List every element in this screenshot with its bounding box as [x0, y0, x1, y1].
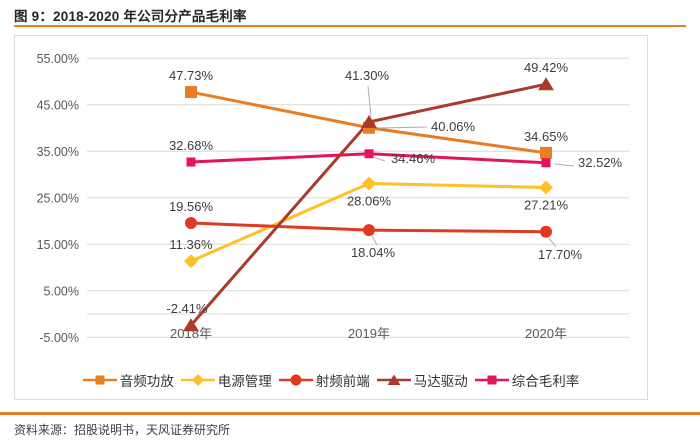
legend-item-电源管理: 电源管理 — [180, 370, 272, 390]
series-marker-射频前端 — [185, 217, 197, 230]
legend-label: 电源管理 — [217, 374, 272, 389]
legend-marker-icon — [82, 375, 117, 385]
series-marker-综合毛利率 — [541, 158, 551, 168]
data-label-马达驱动: -2.41% — [166, 301, 208, 316]
label-leader-line — [554, 163, 575, 167]
y-axis-tick-label: 35.00% — [37, 145, 79, 159]
legend-item-音频功放: 音频功放 — [82, 370, 174, 390]
legend-marker-icon — [278, 374, 313, 386]
data-label-综合毛利率: 32.52% — [578, 155, 623, 170]
series-marker-马达驱动 — [361, 114, 377, 128]
footer-accent-rule — [0, 412, 700, 415]
label-leader-line — [548, 237, 557, 248]
legend-marker-icon — [474, 375, 509, 385]
series-marker-射频前端 — [363, 224, 375, 237]
legend-label: 马达驱动 — [413, 374, 468, 389]
series-marker-马达驱动 — [538, 77, 554, 91]
x-axis-tick-label: 2020年 — [525, 326, 567, 341]
series-marker-音频功放 — [540, 146, 552, 159]
legend-item-马达驱动: 马达驱动 — [376, 370, 468, 390]
legend-item-综合毛利率: 综合毛利率 — [474, 370, 580, 390]
legend-label: 综合毛利率 — [511, 374, 580, 389]
legend-marker-icon — [376, 374, 411, 385]
data-label-音频功放: 40.06% — [431, 119, 476, 134]
series-marker-综合毛利率 — [364, 149, 374, 159]
y-axis-tick-label: 55.00% — [37, 52, 79, 66]
data-label-综合毛利率: 34.46% — [391, 151, 436, 166]
label-leader-line — [367, 85, 372, 118]
figure-title: 图 9：2018-2020 年公司分产品毛利率 — [14, 9, 247, 24]
y-axis-tick-label: 45.00% — [37, 98, 79, 112]
y-axis-tick-label: 5.00% — [44, 284, 79, 298]
label-leader-line — [372, 156, 386, 162]
series-marker-射频前端 — [540, 225, 552, 238]
series-marker-电源管理 — [362, 176, 376, 191]
series-marker-音频功放 — [185, 86, 197, 99]
data-label-电源管理: 27.21% — [524, 197, 569, 212]
series-marker-电源管理 — [184, 254, 198, 269]
chart-legend: 音频功放 电源管理 射频前端 马达驱动 综合毛利率 — [15, 370, 647, 390]
legend-marker-icon — [180, 374, 215, 386]
legend-label: 音频功放 — [119, 374, 174, 389]
data-label-电源管理: 28.06% — [347, 194, 392, 209]
data-label-射频前端: 18.04% — [351, 245, 396, 260]
legend-label: 射频前端 — [315, 374, 370, 389]
series-marker-马达驱动 — [183, 318, 199, 332]
y-axis-tick-label: -5.00% — [39, 331, 79, 345]
y-axis-tick-label: 25.00% — [37, 191, 79, 205]
label-leader-line — [377, 126, 428, 129]
source-note: 资料来源：招股说明书，天风证券研究所 — [14, 423, 231, 437]
title-accent-rule — [14, 25, 686, 27]
line-chart-plot: 55.00% 45.00% 35.00% 25.00% 15.00% 5.00% -5.00… — [37, 52, 629, 345]
data-label-射频前端: 17.70% — [538, 247, 583, 262]
data-label-马达驱动: 49.42% — [524, 60, 569, 75]
series-marker-综合毛利率 — [186, 157, 196, 167]
data-label-音频功放: 47.73% — [169, 68, 214, 83]
chart-area: 55.00% 45.00% 35.00% 25.00% 15.00% 5.00% -5.00… — [14, 35, 648, 400]
y-axis-tick-label: 15.00% — [37, 238, 79, 252]
label-leader-line — [371, 235, 378, 246]
data-label-马达驱动: 41.30% — [345, 68, 390, 83]
data-label-射频前端: 19.56% — [169, 199, 214, 214]
legend-item-射频前端: 射频前端 — [278, 370, 370, 390]
series-marker-电源管理 — [539, 180, 553, 195]
data-label-综合毛利率: 32.68% — [169, 138, 214, 153]
x-axis-tick-label: 2019年 — [348, 326, 390, 341]
data-label-电源管理: 11.36% — [169, 237, 213, 252]
data-label-音频功放: 34.65% — [524, 129, 569, 144]
x-axis-tick-label: 2018年 — [170, 326, 212, 341]
